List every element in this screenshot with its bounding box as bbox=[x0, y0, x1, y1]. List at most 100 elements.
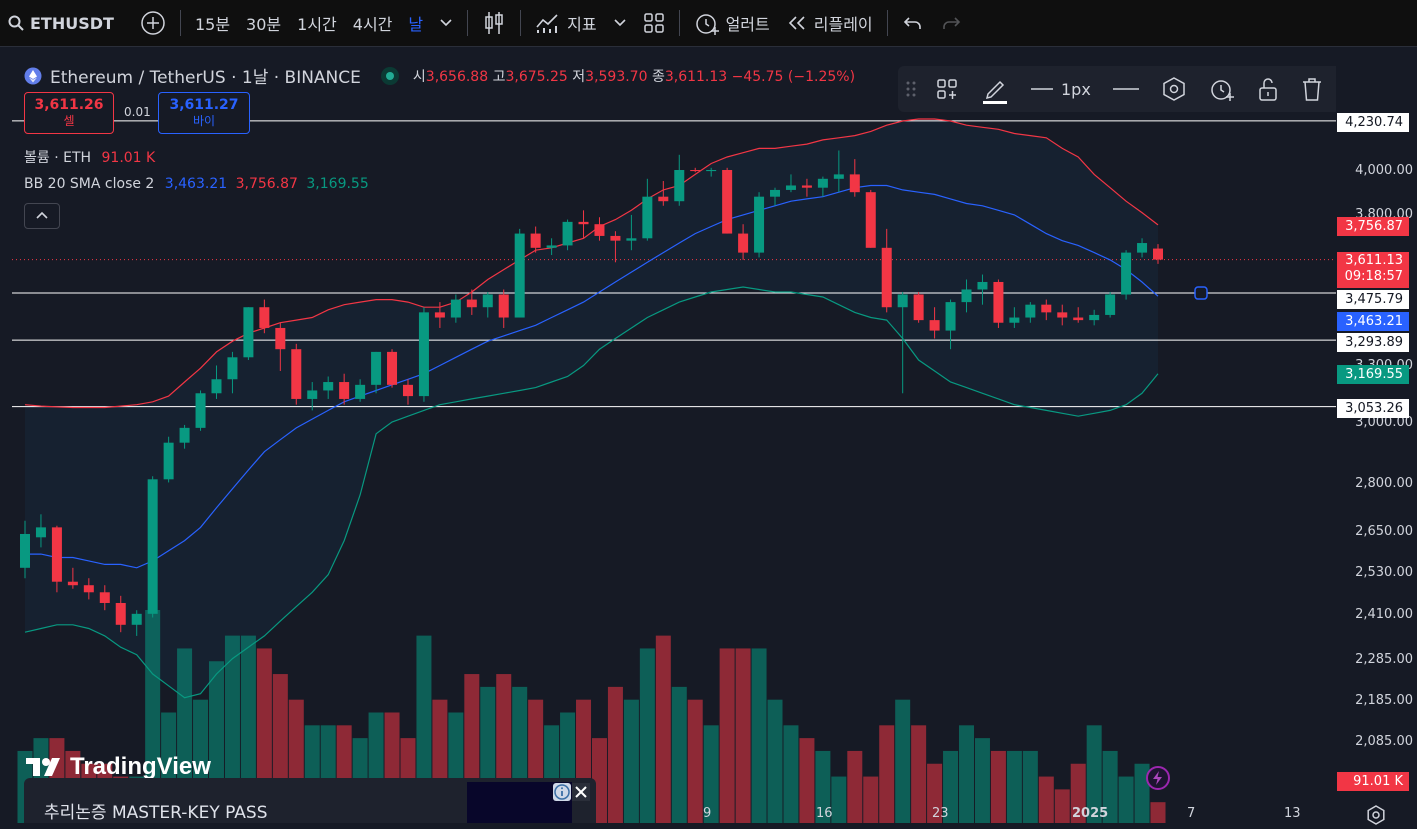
volume-bar bbox=[974, 738, 990, 823]
lock-button[interactable] bbox=[1246, 76, 1290, 102]
line-style-button[interactable] bbox=[1102, 84, 1150, 94]
redo-icon bbox=[942, 17, 960, 29]
interval-dropdown[interactable] bbox=[431, 0, 461, 46]
candle-body bbox=[51, 527, 62, 582]
high-value: 3,675.25 bbox=[505, 68, 568, 85]
candle-body bbox=[83, 585, 94, 593]
price-tick: 2,085.00 bbox=[1355, 734, 1413, 749]
candle-body bbox=[466, 299, 477, 308]
candle-body bbox=[307, 390, 318, 399]
volume-bar bbox=[1070, 763, 1086, 823]
line-color-button[interactable] bbox=[970, 74, 1020, 104]
undo-button[interactable] bbox=[894, 0, 932, 46]
interval-1h[interactable]: 1시간 bbox=[297, 15, 337, 34]
time-label: 23 bbox=[932, 806, 949, 821]
replay-button[interactable]: 리플레이 bbox=[778, 0, 881, 46]
interval-4h[interactable]: 4시간 bbox=[352, 15, 393, 34]
candle-body bbox=[1041, 304, 1052, 313]
volume-bar bbox=[863, 776, 879, 823]
sell-button[interactable]: 3,611.26 셀 bbox=[24, 92, 114, 134]
candle-body bbox=[674, 170, 685, 202]
close-label: 종 bbox=[651, 68, 665, 85]
volume-bar bbox=[879, 725, 895, 823]
close-icon bbox=[575, 786, 587, 798]
candle-body bbox=[801, 185, 812, 188]
volume-legend: 볼륨 · ETH 91.01 K bbox=[24, 147, 155, 167]
layouts-button[interactable] bbox=[635, 0, 673, 46]
volume-bar bbox=[623, 699, 639, 823]
template-button[interactable] bbox=[924, 77, 970, 101]
candle-body bbox=[1121, 252, 1132, 295]
ad-text: 추리논증 MASTER-KEY PASS bbox=[44, 803, 268, 823]
settings-button[interactable] bbox=[1150, 76, 1198, 102]
candle-body bbox=[67, 581, 78, 586]
volume-label: 볼륨 · ETH bbox=[24, 150, 92, 166]
candle-body bbox=[642, 196, 653, 239]
volume-bar bbox=[1006, 750, 1022, 823]
hline-price-tag: 3,475.79 bbox=[1337, 290, 1409, 309]
lightning-button[interactable] bbox=[1146, 766, 1170, 790]
candle-body bbox=[275, 327, 286, 350]
volume-bar bbox=[224, 635, 240, 823]
volume-bar bbox=[1134, 763, 1150, 823]
buy-button[interactable]: 3,611.27 바이 bbox=[158, 92, 250, 134]
candle-body bbox=[610, 235, 621, 241]
delete-button[interactable] bbox=[1290, 76, 1334, 102]
high-label: 고 bbox=[492, 68, 506, 85]
candle-body bbox=[1089, 314, 1100, 321]
line-width-button[interactable]: 1px bbox=[1020, 80, 1102, 99]
bar-countdown: 09:18:57 bbox=[1344, 269, 1403, 284]
change-value: −45.75 (−1.25%) bbox=[731, 68, 856, 85]
price-axis[interactable]: 4,000.00 3,800.00 3,300.00 3,000.00 2,80… bbox=[1336, 47, 1417, 825]
price-tick: 2,650.00 bbox=[1355, 524, 1413, 539]
alarm-clock-icon bbox=[1211, 80, 1234, 101]
interval-1d[interactable]: 날 bbox=[408, 15, 424, 34]
time-label: 7 bbox=[1187, 806, 1196, 821]
add-alert-button[interactable] bbox=[1198, 76, 1246, 102]
compare-button[interactable] bbox=[132, 0, 174, 46]
time-label: 9 bbox=[703, 806, 712, 821]
low-value: 3,593.70 bbox=[585, 68, 648, 85]
bb-basis-value: 3,463.21 bbox=[164, 176, 228, 192]
buy-price: 3,611.27 bbox=[169, 97, 239, 113]
candle-body bbox=[626, 238, 637, 241]
volume-bar bbox=[687, 699, 703, 823]
volume-bar bbox=[959, 725, 975, 823]
candle-body bbox=[514, 233, 525, 318]
bb-label: BB 20 SMA close 2 bbox=[24, 176, 155, 192]
chart-type-button[interactable] bbox=[474, 0, 514, 46]
axis-settings-button[interactable] bbox=[1366, 805, 1386, 829]
candle-body bbox=[658, 196, 669, 202]
close-value: 3,611.13 bbox=[664, 68, 728, 85]
ad-close-button[interactable] bbox=[572, 783, 590, 801]
interval-15m[interactable]: 15분 bbox=[194, 15, 231, 34]
ad-info-button[interactable] bbox=[553, 783, 571, 801]
candle-body bbox=[1073, 317, 1084, 321]
candle-body bbox=[387, 351, 398, 385]
candle-body bbox=[259, 307, 270, 328]
chart-plot-area[interactable] bbox=[0, 47, 1336, 823]
indicators-dropdown[interactable] bbox=[605, 0, 635, 46]
volume-bar bbox=[639, 648, 655, 823]
redo-button[interactable] bbox=[932, 0, 970, 46]
indicators-button[interactable]: 지표 bbox=[527, 0, 604, 46]
ad-banner[interactable]: 추리논증 MASTER-KEY PASS bbox=[24, 778, 596, 823]
candle-body bbox=[450, 299, 461, 318]
watermark-text: TradingView bbox=[70, 753, 211, 780]
bb-band-fill bbox=[25, 119, 1158, 698]
bb-upper-value: 3,756.87 bbox=[235, 176, 298, 192]
interval-30m[interactable]: 30분 bbox=[246, 15, 282, 34]
candle-body bbox=[578, 221, 589, 225]
sell-price: 3,611.26 bbox=[34, 97, 104, 113]
toolbar-divider bbox=[467, 10, 469, 36]
collapse-legend-button[interactable] bbox=[24, 203, 60, 229]
chevron-down-icon bbox=[614, 19, 626, 27]
alert-button[interactable]: 얼러트 bbox=[686, 0, 778, 46]
candle-body bbox=[1025, 304, 1036, 318]
market-status-dot bbox=[380, 66, 399, 85]
volume-bar bbox=[1054, 789, 1070, 823]
drag-handle[interactable] bbox=[898, 80, 924, 98]
templates-icon bbox=[937, 79, 957, 99]
symbol-search[interactable]: ETHUSDT bbox=[0, 0, 122, 46]
volume-bar bbox=[607, 686, 623, 823]
